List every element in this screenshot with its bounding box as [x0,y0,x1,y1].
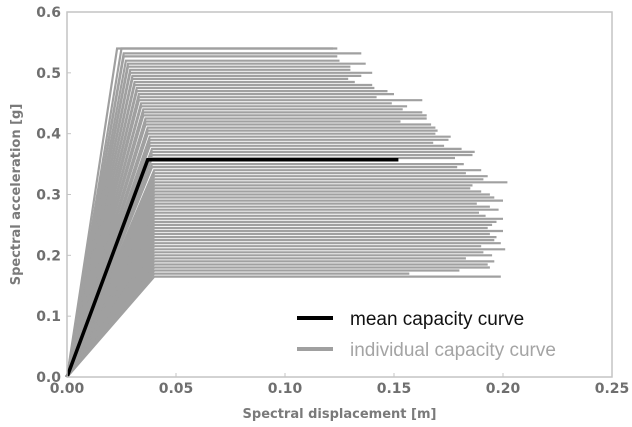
y-tick-label-4: 0.4 [36,127,61,143]
x-axis-ticks: 0.00 0.05 0.10 0.15 0.20 0.25 [50,373,630,397]
x-tick-label-5: 0.25 [595,381,630,397]
x-tick-label-4: 0.20 [486,381,521,397]
individual-curve-74 [66,275,501,378]
y-tick-label-0: 0.0 [36,370,61,386]
y-tick-label-1: 0.1 [36,309,61,325]
legend-individual-label: individual capacity curve [350,340,556,361]
legend-mean-label: mean capacity curve [350,309,524,330]
y-axis-ticks: 0.0 0.1 0.2 0.3 0.4 0.5 0.6 [36,5,71,386]
individual-curves-layer [65,47,508,378]
x-tick-label-1: 0.05 [159,381,194,397]
x-axis-label: Spectral displacement [m] [243,407,437,422]
y-tick-label-6: 0.6 [36,5,61,21]
y-tick-label-2: 0.2 [36,248,61,264]
legend: mean capacity curve individual capacity … [297,309,556,361]
y-tick-label-3: 0.3 [36,188,61,204]
y-tick-label-5: 0.5 [36,66,61,82]
x-tick-label-2: 0.10 [268,381,303,397]
y-axis-label: Spectral acceleration [g] [9,104,24,286]
mean-capacity-curve [65,158,399,378]
x-tick-label-3: 0.15 [377,381,412,397]
mean-curve-layer [65,158,399,378]
x-tick-label-0: 0.00 [50,381,85,397]
